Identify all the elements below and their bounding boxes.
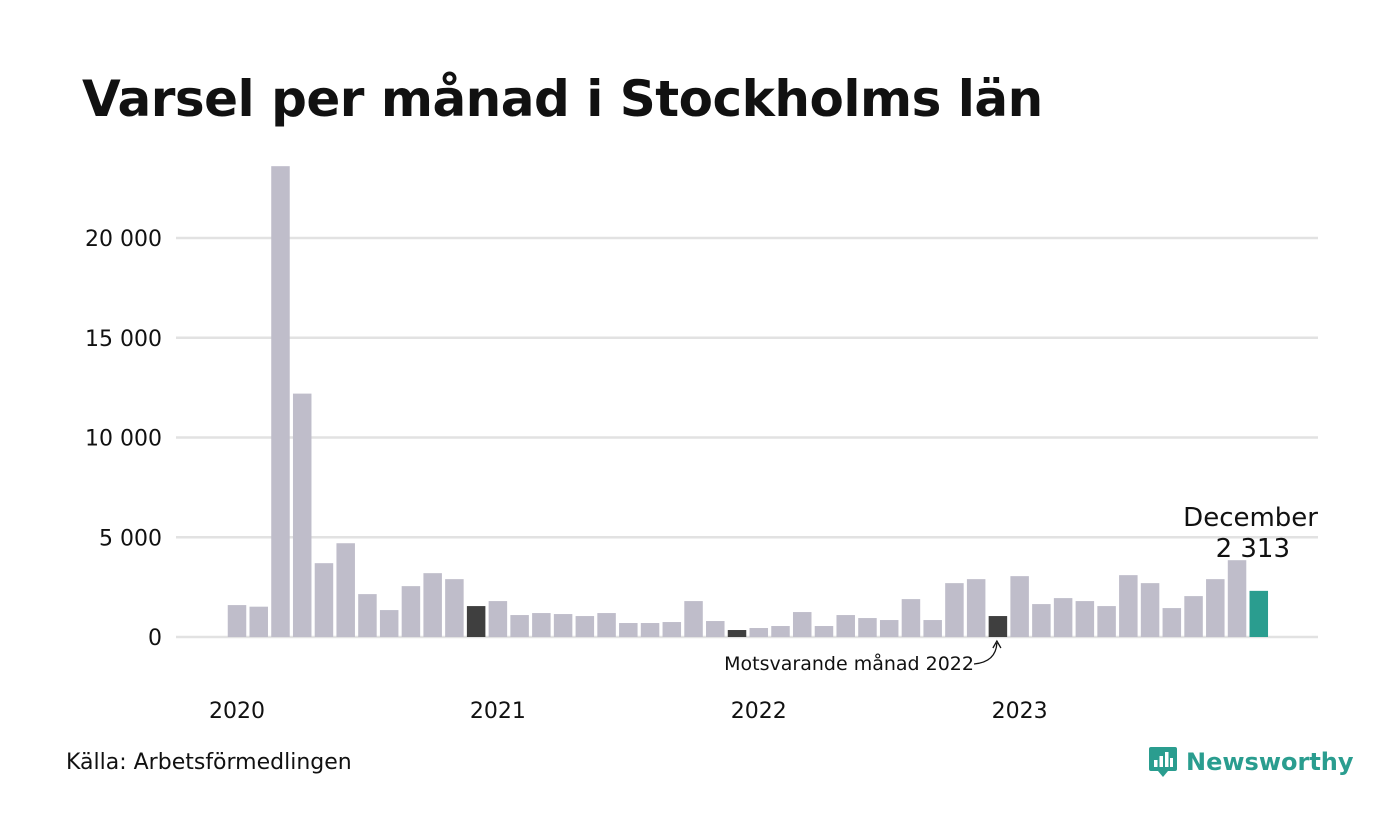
bar [553, 614, 573, 637]
bar [1032, 604, 1051, 637]
comparison-label: Motsvarande månad 2022 [724, 652, 974, 675]
bar [923, 620, 942, 637]
y-tick-label: 15 000 [85, 327, 162, 352]
bars [227, 166, 1269, 637]
bar [466, 606, 486, 637]
x-axis: 2020 2021 2022 2023 [209, 699, 1048, 724]
bar [640, 623, 660, 637]
chart-title: Varsel per månad i Stockholms län [82, 70, 1043, 128]
bar [1227, 560, 1247, 637]
bar [1249, 590, 1269, 637]
bar [401, 586, 421, 637]
bar [706, 621, 725, 637]
bar [619, 623, 638, 637]
bar [684, 601, 703, 637]
bar [1053, 598, 1073, 637]
x-tick-label: 2023 [992, 699, 1048, 724]
bar [1097, 606, 1116, 637]
bar [358, 594, 377, 637]
bar [1162, 608, 1182, 637]
y-tick-label: 5 000 [99, 526, 162, 551]
y-tick-label: 10 000 [85, 427, 162, 452]
bar [1140, 583, 1160, 637]
bar [966, 579, 986, 637]
x-tick-label: 2022 [731, 699, 787, 724]
bar [227, 605, 247, 637]
highlight-value: 2 313 [1216, 534, 1290, 564]
bar [945, 583, 964, 637]
x-tick-label: 2021 [470, 699, 526, 724]
bar [1075, 601, 1095, 637]
bar [249, 606, 268, 637]
x-tick-label: 2020 [209, 699, 265, 724]
newsworthy-bar-chart-icon [1149, 747, 1177, 777]
y-tick-label: 20 000 [85, 227, 162, 252]
bar [1010, 576, 1029, 637]
bar [292, 393, 312, 637]
bar [879, 620, 899, 637]
bar [532, 613, 551, 637]
bar [1119, 575, 1138, 637]
bar [445, 579, 464, 637]
logo-text: Newsworthy [1186, 748, 1354, 776]
bar [379, 610, 399, 637]
bar [814, 626, 834, 637]
bar [510, 615, 529, 637]
bar [792, 612, 812, 637]
bar [858, 618, 877, 637]
bar [771, 626, 790, 637]
comparison-arrow [973, 642, 998, 665]
source-note: Källa: Arbetsförmedlingen [66, 750, 352, 775]
bar [1206, 579, 1225, 637]
bar [597, 613, 616, 637]
bar [901, 599, 921, 637]
bar [1184, 596, 1203, 637]
y-axis: 0 5 000 10 000 15 000 20 000 [85, 227, 162, 651]
newsworthy-logo: Newsworthy [1148, 745, 1354, 779]
comparison-arrowhead [992, 639, 1002, 649]
bar [836, 615, 855, 637]
bar [575, 616, 595, 637]
bar [662, 622, 682, 637]
bar [423, 573, 442, 637]
y-tick-label: 0 [148, 626, 162, 651]
bar [271, 166, 290, 637]
bar [314, 563, 334, 637]
bar [749, 628, 769, 637]
bar [488, 601, 508, 637]
bar [336, 543, 355, 637]
bar [988, 616, 1008, 637]
bar [727, 630, 747, 637]
highlight-label: December [1183, 503, 1318, 533]
